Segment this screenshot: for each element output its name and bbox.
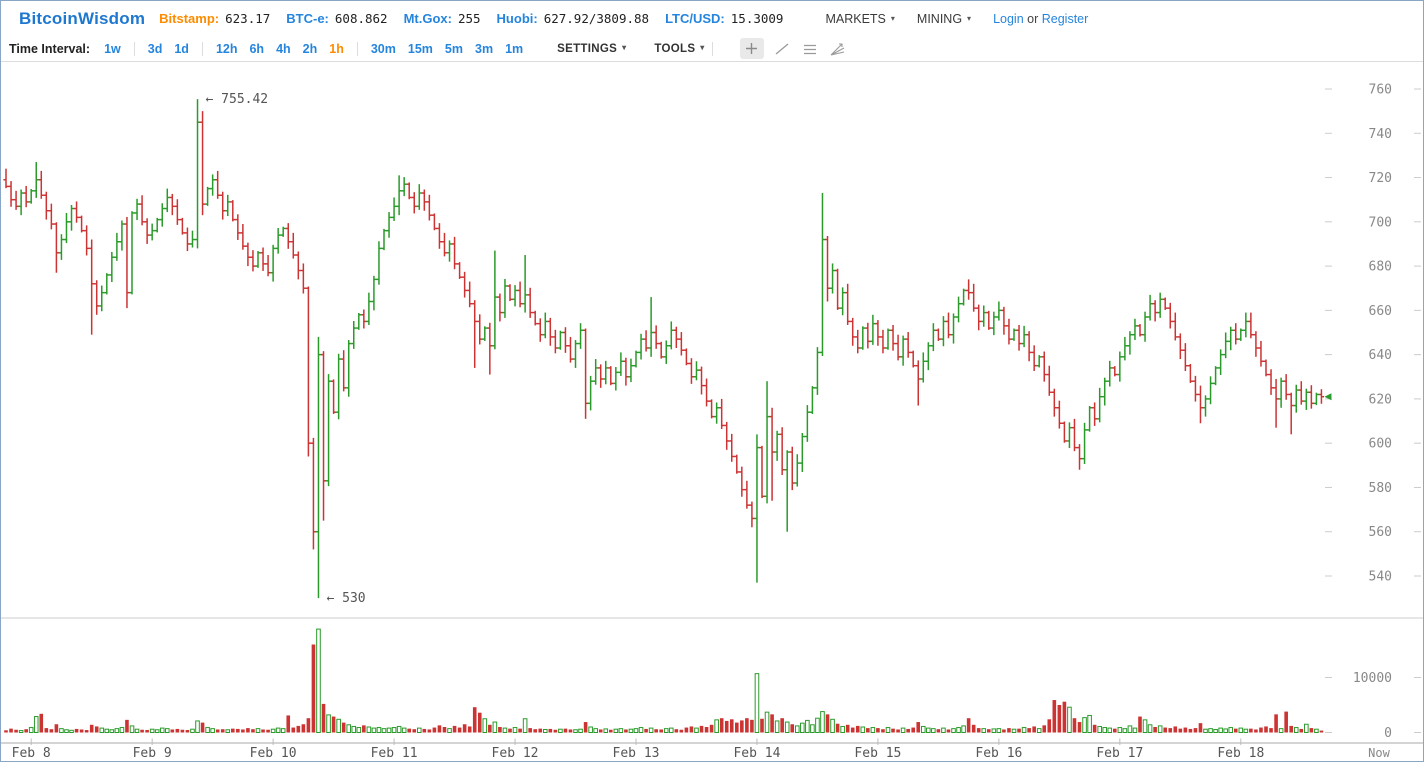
svg-text:760: 760 xyxy=(1369,83,1392,98)
crosshair-icon xyxy=(746,43,758,54)
crosshair-tool-button[interactable] xyxy=(739,38,764,59)
svg-text:740: 740 xyxy=(1369,127,1392,142)
fan-lines-icon xyxy=(830,42,845,56)
pane-frame xyxy=(1,617,1423,744)
ticker-mtgox[interactable]: Mt.Gox: 255 xyxy=(403,11,481,26)
svg-text:620: 620 xyxy=(1369,392,1392,407)
svg-text:Feb 16: Feb 16 xyxy=(975,746,1022,761)
chevron-down-icon: ▾ xyxy=(622,42,627,52)
ticker-huobi[interactable]: Huobi: 627.92/3809.88 xyxy=(496,11,650,26)
svg-text:680: 680 xyxy=(1369,260,1392,275)
interval-group-divider xyxy=(201,41,203,56)
svg-text:720: 720 xyxy=(1369,171,1392,186)
interval-group-divider xyxy=(356,41,358,56)
volume-axis: 10000 0 xyxy=(1325,671,1421,741)
ohlc-series xyxy=(3,99,1325,599)
chevron-down-icon: ▾ xyxy=(700,42,705,52)
interval-15m[interactable]: 15m xyxy=(407,41,433,56)
svg-text:Feb 12: Feb 12 xyxy=(492,746,539,761)
brand-logo[interactable]: BitcoinWisdom xyxy=(19,8,146,28)
header-menus: MARKETS ▾ MINING ▾ Login or Register xyxy=(825,12,1088,26)
interval-3d[interactable]: 3d xyxy=(147,41,163,56)
svg-text:Feb 10: Feb 10 xyxy=(250,746,297,761)
trendline-icon xyxy=(775,43,789,54)
svg-text:← 530: ← 530 xyxy=(326,591,365,606)
svg-text:10000: 10000 xyxy=(1353,671,1392,686)
svg-text:Feb 17: Feb 17 xyxy=(1096,746,1143,761)
interval-1w[interactable]: 1w xyxy=(104,41,121,56)
ticker-btc-e[interactable]: BTC-e: 608.862 xyxy=(286,11,388,26)
svg-text:Feb 14: Feb 14 xyxy=(733,746,780,761)
chevron-down-icon: ▾ xyxy=(890,13,895,23)
interval-3m[interactable]: 3m xyxy=(475,41,494,56)
x-axis: Feb 8 Feb 9 Feb 10 Feb 11 Feb 12 Feb 13 Feb 14… xyxy=(12,738,1391,761)
horizontal-lines-icon xyxy=(803,44,816,54)
ticker-ltcusd[interactable]: LTC/USD: 15.3009 xyxy=(665,11,784,26)
tools-menu-label: TOOLS xyxy=(654,42,696,55)
svg-text:0: 0 xyxy=(1384,726,1392,741)
svg-text:600: 600 xyxy=(1369,437,1392,452)
drawing-tools xyxy=(736,38,852,59)
tools-menu[interactable]: TOOLS ▾ xyxy=(654,43,704,55)
volume-series xyxy=(4,628,1324,734)
svg-text:Feb 9: Feb 9 xyxy=(133,746,172,761)
interval-2h[interactable]: 2h xyxy=(302,41,318,56)
interval-1d[interactable]: 1d xyxy=(174,41,189,56)
svg-text:660: 660 xyxy=(1369,304,1392,319)
time-interval-label: Time Interval: xyxy=(9,41,91,56)
svg-text:← 755.42: ← 755.42 xyxy=(206,92,269,107)
price-tickers: Bitstamp: 623.17 BTC-e: 608.862 Mt.Gox: 255 Hu… xyxy=(159,11,799,26)
register-link[interactable]: Register xyxy=(1041,11,1089,26)
svg-text:700: 700 xyxy=(1369,215,1392,230)
mining-menu-label: MINING xyxy=(916,11,963,26)
interval-1h[interactable]: 1h xyxy=(329,41,344,56)
last-price-marker xyxy=(1324,393,1332,401)
svg-text:560: 560 xyxy=(1369,525,1392,540)
interval-6h[interactable]: 6h xyxy=(249,41,265,56)
login-link[interactable]: Login xyxy=(993,11,1024,26)
interval-1m[interactable]: 1m xyxy=(505,41,524,56)
mining-menu[interactable]: MINING ▾ xyxy=(917,12,971,26)
or-text: or xyxy=(1027,11,1039,26)
svg-text:580: 580 xyxy=(1369,481,1392,496)
svg-text:Feb 11: Feb 11 xyxy=(371,746,418,761)
app-header: BitcoinWisdom Bitstamp: 623.17 BTC-e: 608.8… xyxy=(1,1,1423,36)
trendline-tool-button[interactable] xyxy=(772,39,792,59)
svg-text:Feb 8: Feb 8 xyxy=(12,746,51,761)
interval-group-divider xyxy=(133,41,135,56)
svg-text:Feb 18: Feb 18 xyxy=(1217,746,1264,761)
interval-list: 1w 3d 1d 12h 6h 4h 2h 1h 30m 15m 5m 3m 1m xyxy=(98,41,529,56)
interval-4h[interactable]: 4h xyxy=(276,41,291,56)
chevron-down-icon: ▾ xyxy=(967,13,972,23)
toolbar-divider xyxy=(711,41,713,56)
fan-lines-tool-button[interactable] xyxy=(828,39,848,59)
interval-5m[interactable]: 5m xyxy=(444,41,463,56)
interval-30m[interactable]: 30m xyxy=(370,41,396,56)
horizontal-lines-tool-button[interactable] xyxy=(800,39,820,59)
svg-text:540: 540 xyxy=(1369,569,1392,584)
interval-12h[interactable]: 12h xyxy=(215,41,238,56)
settings-menu[interactable]: SETTINGS ▾ xyxy=(557,43,626,55)
chart-toolbar: Time Interval: 1w 3d 1d 12h 6h 4h 2h 1h 30m 15m 5m… xyxy=(1,36,1423,62)
markets-menu[interactable]: MARKETS ▾ xyxy=(825,12,894,26)
svg-text:Feb 15: Feb 15 xyxy=(854,746,901,761)
price-axis: 760 740 720 700 680 660 640 620 600 580 560 540 xyxy=(1325,83,1421,584)
svg-text:640: 640 xyxy=(1369,348,1392,363)
settings-menu-label: SETTINGS xyxy=(557,42,618,55)
chart-annotations: ← 755.42 ← 530 xyxy=(206,92,1332,606)
svg-text:Now: Now xyxy=(1368,746,1390,760)
svg-text:Feb 13: Feb 13 xyxy=(613,746,660,761)
ticker-bitstamp[interactable]: Bitstamp: 623.17 xyxy=(159,11,271,26)
markets-menu-label: MARKETS xyxy=(825,11,886,26)
auth-links: Login or Register xyxy=(993,12,1088,26)
